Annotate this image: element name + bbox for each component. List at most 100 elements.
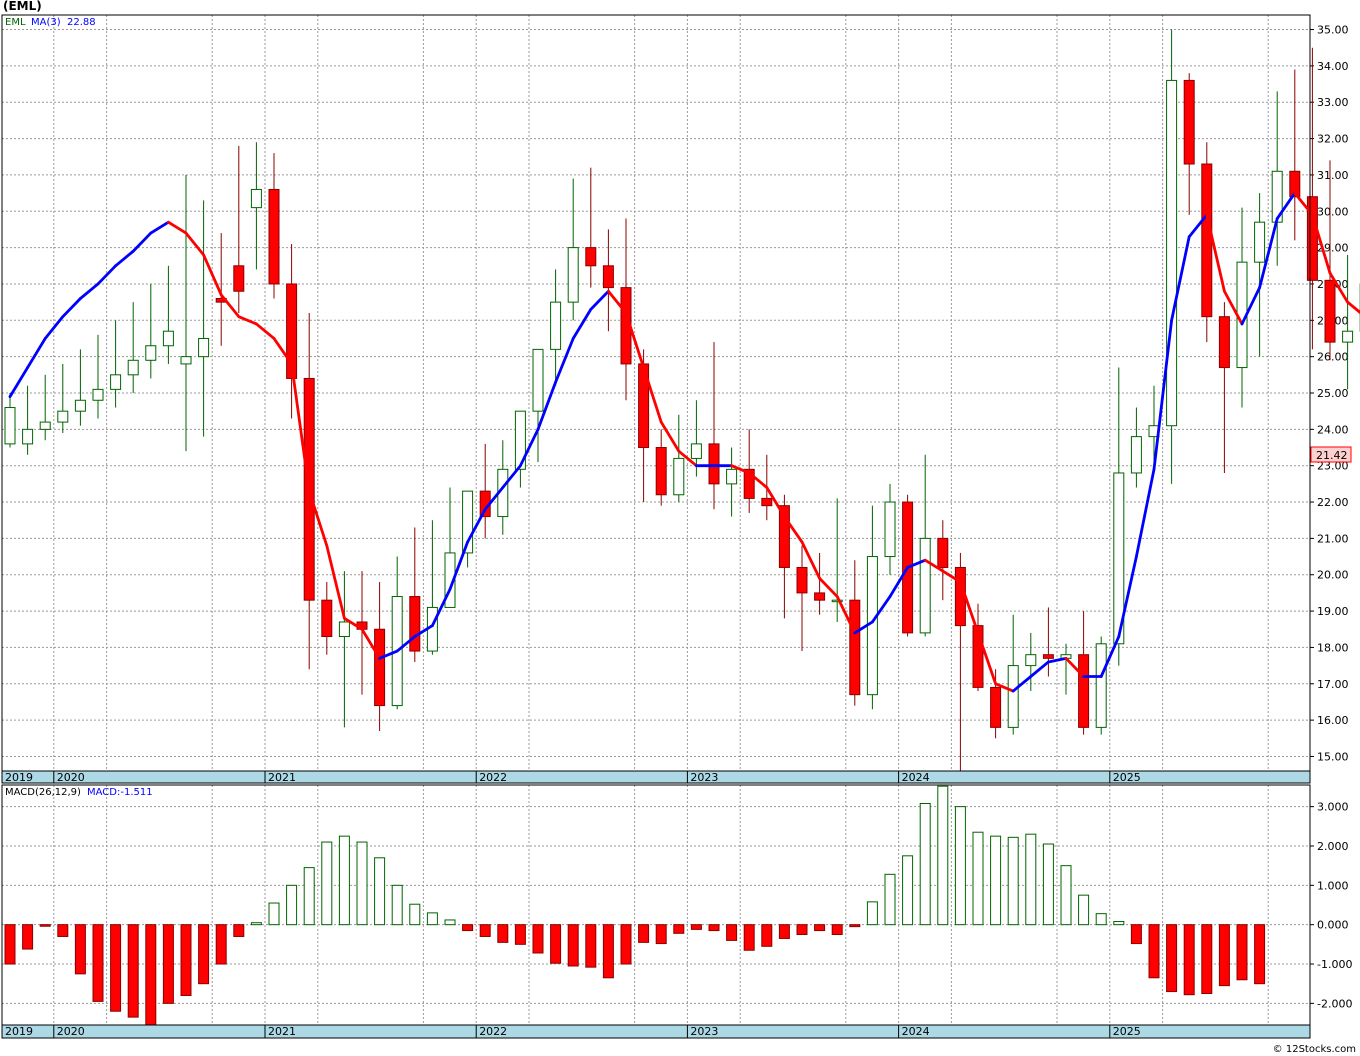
- candle-body-down: [990, 686, 1002, 728]
- x-tick-label: 2023: [690, 771, 718, 784]
- candle-body-down: [1289, 170, 1301, 198]
- macd-bar-negative: [1130, 924, 1142, 945]
- macd-bar-negative: [1236, 924, 1248, 981]
- macd-bar-negative: [479, 924, 491, 937]
- ma-segment: [835, 595, 857, 635]
- x-tick-label: 2020: [57, 771, 85, 784]
- candle: [110, 320, 122, 408]
- ma-segment: [1099, 635, 1121, 678]
- macd-bar-positive: [250, 922, 262, 926]
- ma-segment: [1293, 191, 1314, 217]
- candle: [286, 243, 298, 419]
- price-tick-label: 16.00: [1317, 714, 1349, 727]
- macd-bar-negative: [514, 924, 526, 945]
- candle-body-up: [92, 388, 104, 401]
- candle-body-down: [1324, 279, 1336, 343]
- candle-body-down: [655, 447, 667, 496]
- candle-body-up: [532, 348, 544, 412]
- price-tick-label: 21.00: [1317, 532, 1349, 545]
- ma-segment: [501, 464, 522, 489]
- ma-segment: [818, 576, 839, 598]
- macd-bar-negative: [74, 924, 86, 975]
- candle: [338, 571, 350, 728]
- macd-bar-positive: [1078, 894, 1090, 926]
- x-tick-label: 2019: [5, 1025, 33, 1038]
- ma-segment: [254, 322, 276, 340]
- macd-bar-negative: [22, 924, 34, 950]
- ma-segment: [536, 380, 557, 431]
- last-price-value: 21.42: [1316, 449, 1348, 462]
- ma-segment: [202, 253, 223, 297]
- candle: [1306, 47, 1318, 350]
- x-tick-label: 2025: [1113, 1025, 1141, 1038]
- candle-body-up: [1166, 79, 1178, 427]
- macd-bar-positive: [866, 901, 878, 926]
- macd-bar-negative: [673, 924, 685, 934]
- candle-body-down: [374, 628, 386, 707]
- macd-bar-negative: [215, 924, 227, 965]
- macd-bar-negative: [162, 924, 174, 1004]
- ma-segment: [448, 540, 470, 591]
- candle: [1166, 29, 1178, 484]
- price-tick-label: 24.00: [1317, 423, 1349, 436]
- ma-segment: [430, 587, 452, 628]
- ma-segment: [360, 627, 382, 660]
- macd-bar-positive: [409, 903, 421, 926]
- macd-bar-negative: [1201, 924, 1213, 995]
- candle-body-up: [567, 247, 579, 303]
- ma-segment: [923, 558, 945, 573]
- candle-body-up: [338, 621, 350, 638]
- macd-tick-label: 3.000: [1317, 801, 1349, 814]
- macd-bar-positive: [374, 857, 386, 926]
- candle-body-down: [1042, 654, 1054, 659]
- macd-bar-negative: [708, 924, 720, 932]
- price-tick-label: 15.00: [1317, 750, 1349, 763]
- price-tick-label: 25.00: [1317, 387, 1349, 400]
- macd-tick-label: -1.000: [1317, 958, 1352, 971]
- candle: [462, 490, 474, 568]
- macd-grid: [2, 785, 1310, 1025]
- price-tick-label: 34.00: [1317, 60, 1349, 73]
- ma-segment: [959, 580, 980, 635]
- candle-body-down: [1218, 316, 1230, 369]
- candle: [127, 302, 139, 393]
- candle-body-up: [57, 410, 69, 423]
- ma-segment: [1117, 555, 1138, 638]
- ma-segment: [1223, 289, 1244, 326]
- macd-bar-negative: [198, 924, 210, 985]
- macd-bar-negative: [602, 924, 614, 979]
- x-tick-label: 2024: [902, 771, 930, 784]
- ma-segment: [800, 540, 821, 580]
- candle-body-up: [162, 330, 174, 347]
- candle-body-up: [1130, 436, 1142, 474]
- price-tick-label: 26.00: [1317, 351, 1349, 364]
- macd-bar-negative: [57, 924, 69, 937]
- macd-histogram: [4, 785, 1266, 1026]
- candle-body-up: [831, 599, 843, 603]
- macd-bar-negative: [462, 924, 474, 932]
- macd-bar-negative: [726, 924, 738, 941]
- candle: [22, 385, 34, 455]
- macd-bar-negative: [743, 924, 755, 951]
- macd-bar-negative: [127, 924, 139, 1018]
- candle-body-up: [1254, 221, 1266, 263]
- candle: [1201, 142, 1213, 343]
- ma-segment: [166, 220, 188, 235]
- macd-value: MACD:-1.511: [87, 787, 153, 798]
- watermark: © 12Stocks.com: [1273, 1044, 1356, 1055]
- macd-bar-negative: [778, 924, 790, 939]
- ma-segment: [853, 620, 874, 635]
- price-y-axis: 15.00 16.00 17.00 18.00 19.00 20.00 21.00 22.00…: [1310, 24, 1349, 763]
- macd-bar-positive: [426, 912, 438, 926]
- candle-body-up: [198, 337, 210, 358]
- macd-bar-positive: [356, 841, 368, 926]
- candle-body-down: [1201, 163, 1213, 318]
- candle: [514, 410, 526, 488]
- macd-bar-negative: [550, 924, 562, 964]
- ma-segment: [1029, 660, 1050, 678]
- ma-segment: [8, 366, 30, 399]
- candle-body-up: [514, 410, 526, 470]
- candle: [690, 400, 702, 477]
- ma-segment: [1346, 300, 1360, 315]
- candle-body-up: [444, 552, 456, 608]
